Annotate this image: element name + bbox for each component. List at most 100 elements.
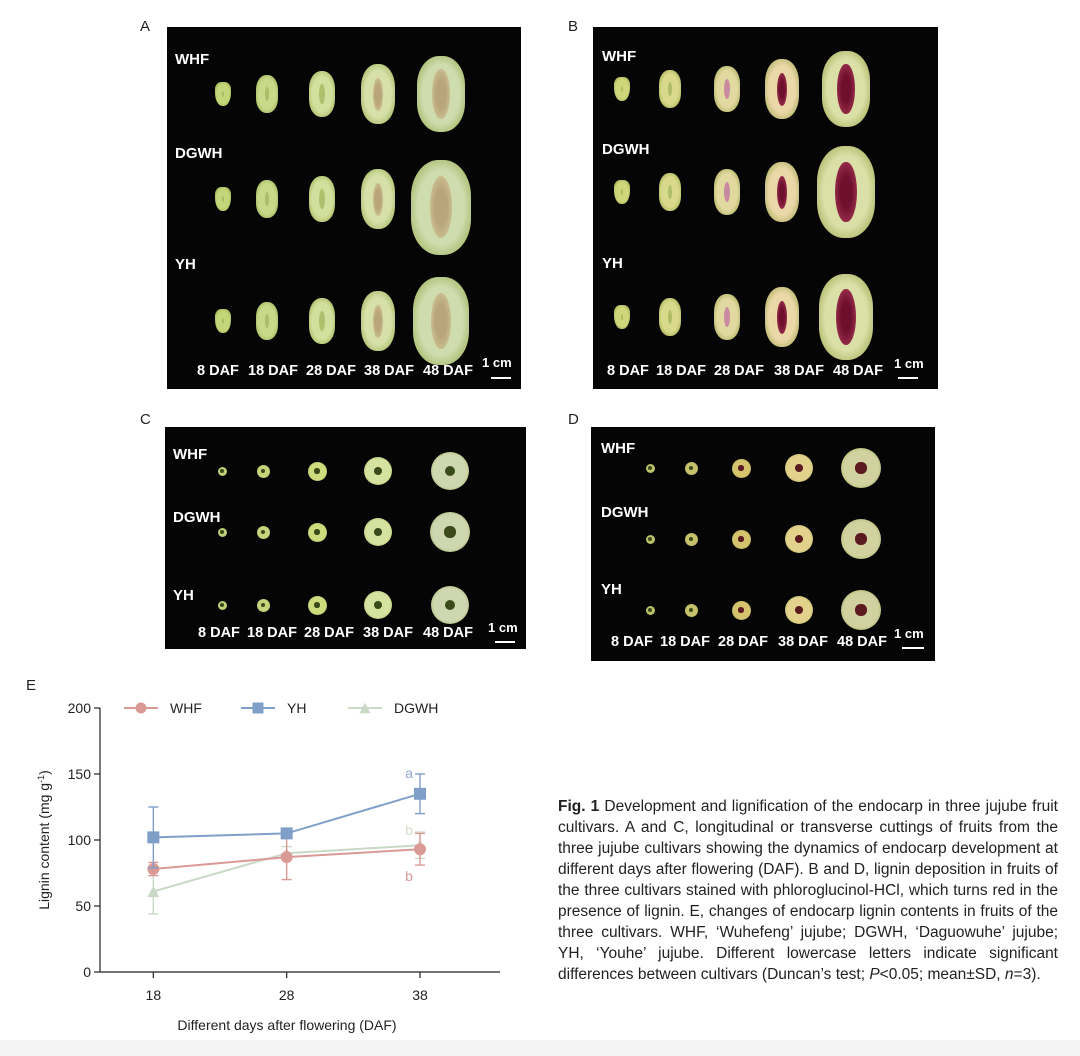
fruit-endocarp (374, 467, 382, 475)
chart-legend: WHF YH DGWH (124, 700, 438, 716)
chart-axes: 0 50 100 150 200 18 28 38 (68, 700, 500, 1003)
fruit-image (785, 454, 813, 482)
fruit-image (217, 527, 227, 537)
day-label-38: 38 DAF (364, 363, 414, 379)
fruit-endocarp (776, 175, 788, 209)
fruit-endocarp (723, 181, 731, 203)
day-label-48: 48 DAF (833, 363, 883, 379)
panel-letter-b: B (568, 18, 579, 35)
data-point (280, 851, 293, 864)
row-label-whf: WHF (175, 51, 210, 68)
figure-caption: Fig. 1 Development and lignification of … (558, 796, 1058, 985)
scale-label: 1 cm (894, 356, 924, 371)
significance-letter: b (405, 822, 413, 838)
fruit-image (645, 534, 655, 544)
day-label-38: 38 DAF (778, 634, 828, 650)
day-label-18: 18 DAF (247, 625, 297, 641)
fruit-endocarp (795, 464, 803, 472)
fruit-endocarp (723, 78, 731, 100)
fruit-image (307, 461, 327, 481)
day-label-38: 38 DAF (363, 625, 413, 641)
significance-letter: b (405, 868, 413, 884)
scale-label: 1 cm (488, 620, 518, 635)
fruit-endocarp (261, 530, 265, 534)
fruit-image (818, 273, 874, 361)
lignin-line-chart: E 0 50 100 150 200 18 28 38 WHF YH DGWH a b b Diffe… (26, 677, 500, 1033)
row-label-whf: WHF (173, 446, 208, 463)
row-label-dgwh: DGWH (175, 145, 223, 162)
caption-n-label: n (1004, 966, 1014, 983)
fruit-image (645, 605, 655, 615)
panel-letter-c: C (140, 411, 151, 428)
fruit-endocarp (795, 535, 803, 543)
fruit-image (361, 64, 395, 124)
fruit-endocarp (648, 537, 652, 541)
day-label-48: 48 DAF (837, 634, 887, 650)
fruit-image (714, 66, 740, 112)
data-point (147, 831, 160, 844)
fruit-endocarp (723, 306, 731, 328)
fruit-endocarp (220, 469, 224, 473)
fruit-endocarp (776, 72, 788, 106)
fruit-image (413, 277, 469, 365)
caption-fig-label: Fig. 1 (558, 798, 600, 815)
fruit-image (307, 595, 327, 615)
fruit-endocarp (738, 536, 744, 542)
fruit-endocarp (668, 82, 672, 96)
fruit-image (430, 512, 470, 552)
fruit-endocarp (265, 87, 269, 101)
panel-letter-e: E (26, 677, 36, 694)
data-point (135, 702, 147, 714)
row-label-yh: YH (601, 581, 622, 598)
scale-bar (902, 647, 924, 649)
day-label-8: 8 DAF (198, 625, 240, 641)
fruit-image (841, 519, 881, 559)
fruit-image (841, 448, 881, 488)
fruit-image (765, 59, 799, 119)
photo-panel-c: WHF DGWH YH 8 DAF 18 DAF 28 DAF 38 DAF 4… (165, 427, 526, 649)
data-point (414, 843, 426, 856)
fruit-endocarp (431, 292, 451, 350)
fruit-endocarp (372, 182, 384, 216)
data-point (147, 863, 160, 876)
fruit-image (215, 82, 231, 106)
scale-bar (491, 377, 511, 379)
fruit-endocarp (689, 537, 693, 541)
fruit-image (364, 591, 392, 619)
row-label-whf: WHF (602, 48, 637, 65)
caption-n-value: =3). (1013, 966, 1041, 983)
fruit-image (765, 287, 799, 347)
fruit-image (217, 600, 227, 610)
legend-label: WHF (170, 700, 202, 716)
fruit-endocarp (314, 602, 320, 608)
fruit-image (431, 452, 469, 490)
legend-label: DGWH (394, 700, 438, 716)
fruit-image (256, 464, 270, 478)
fruit-endocarp (648, 608, 652, 612)
fruit-image (307, 522, 327, 542)
row-label-yh: YH (602, 255, 623, 272)
scale-bar (898, 377, 918, 379)
fruit-image (417, 56, 465, 132)
day-label-28: 28 DAF (714, 363, 764, 379)
caption-p-label: P (869, 966, 880, 983)
fruit-image (785, 525, 813, 553)
fruit-image (256, 598, 270, 612)
y-tick-label: 200 (68, 700, 92, 716)
data-point (414, 787, 426, 800)
fruit-endocarp (855, 604, 867, 616)
fruit-image (614, 305, 630, 329)
fruit-endocarp (432, 69, 450, 119)
row-label-dgwh: DGWH (173, 509, 221, 526)
fruit-endocarp (374, 528, 382, 536)
chart-series (147, 773, 426, 915)
fruit-image (411, 159, 471, 255)
fruit-endocarp (444, 599, 456, 611)
fruit-endocarp (444, 465, 456, 477)
row-label-dgwh: DGWH (602, 141, 650, 158)
fruit-endocarp (689, 608, 693, 612)
fruit-image (714, 294, 740, 340)
day-label-18: 18 DAF (660, 634, 710, 650)
fruit-image (822, 51, 870, 127)
y-tick-label: 0 (83, 964, 91, 980)
